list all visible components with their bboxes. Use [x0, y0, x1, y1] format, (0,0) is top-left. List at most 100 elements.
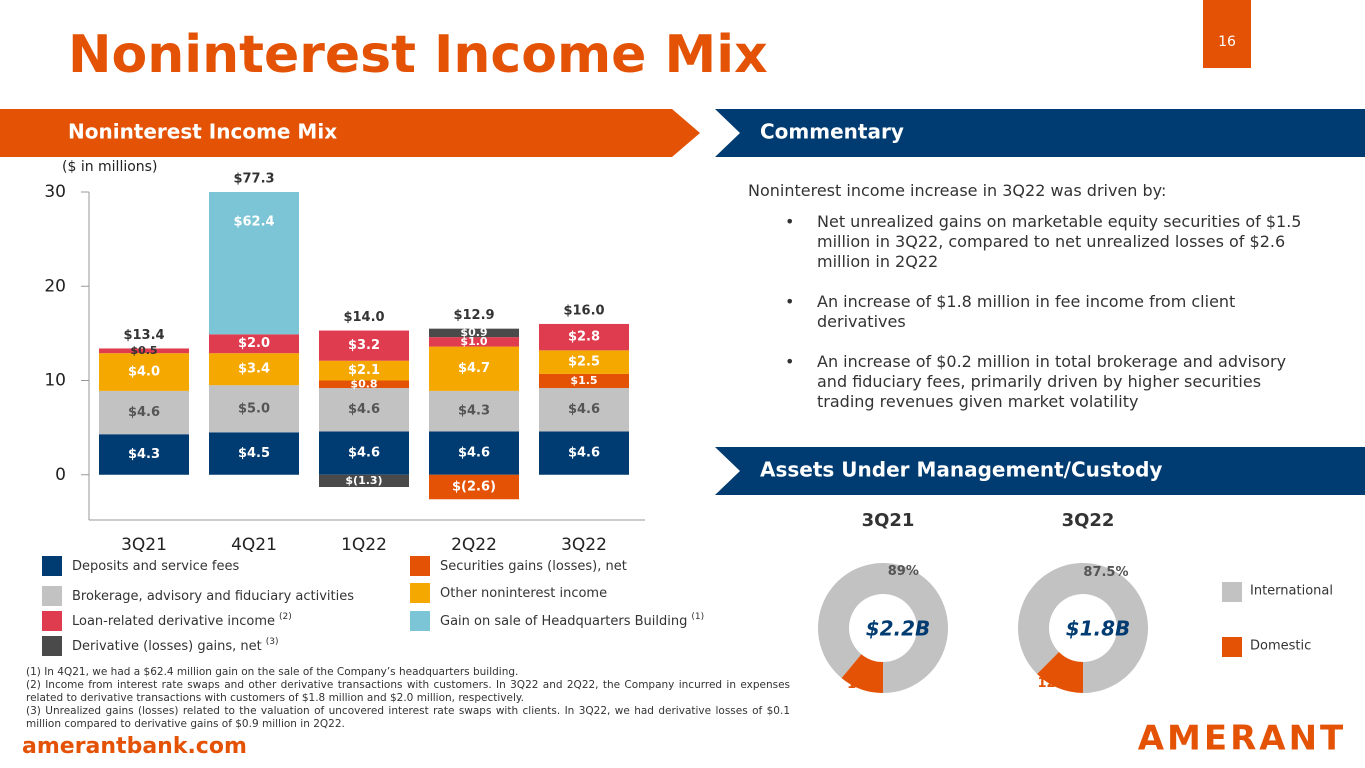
legend-name: Loan-related derivative income: [72, 614, 275, 629]
x-tick-label: 3Q21: [121, 535, 167, 555]
bar-segment: [429, 346, 519, 391]
legend-label: Loan-related derivative income (2): [72, 612, 292, 629]
footnote: (2) Income from interest rate swaps and …: [26, 679, 790, 704]
legend-swatch: [42, 586, 62, 606]
legend-name: Securities gains (losses), net: [440, 559, 627, 574]
bar-value-label: $5.0: [238, 401, 270, 416]
donut-center-label: $2.2B: [866, 617, 931, 641]
slide-title: Noninterest Income Mix: [68, 25, 768, 85]
bar-value-label: $4.6: [128, 405, 160, 420]
bar-segment: [319, 360, 409, 381]
bar-total-label: $77.3: [233, 172, 274, 187]
section-bar: [715, 109, 1365, 157]
bar-value-label: $3.4: [238, 362, 270, 377]
legend-name: Brokerage, advisory and fiduciary activi…: [72, 589, 354, 604]
bar-segment: [429, 474, 519, 500]
bar-segment: [319, 431, 409, 475]
unit-label: ($ in millions): [62, 159, 157, 175]
legend-label: Brokerage, advisory and fiduciary activi…: [72, 589, 354, 604]
bar-segment: [209, 192, 299, 335]
bar-segment: [539, 350, 629, 374]
bar-segment: [209, 385, 299, 433]
section-title: Noninterest Income Mix: [68, 120, 337, 144]
x-tick-label: 2Q22: [451, 535, 497, 555]
legend-swatch: [42, 636, 62, 656]
legend-note: (1): [691, 612, 704, 622]
x-tick-label: 4Q21: [231, 535, 277, 555]
bar-labels: $4.3 $4.6 $4.0 $0.5$13.4 $4.5 $5.0 $3.4 $2.0 $62…: [123, 172, 604, 495]
legend-swatch: [42, 556, 62, 576]
bar-value-label: $4.5: [238, 446, 270, 461]
donut-value-label: 89%: [888, 564, 919, 579]
bar-segment: [539, 388, 629, 432]
section-bar: [715, 447, 1365, 495]
website: amerantbank.com: [22, 734, 247, 759]
bar-value-label: $4.3: [128, 447, 160, 462]
bar-segment: [99, 348, 189, 354]
bar-segment: [209, 432, 299, 475]
donut-slice: [817, 563, 948, 693]
bar-value-label: $4.7: [458, 361, 490, 376]
legend-label: Other noninterest income: [440, 586, 607, 601]
commentary-intro: Noninterest income increase in 3Q22 was …: [748, 181, 1167, 200]
x-tick-label: 3Q22: [561, 535, 607, 555]
bar-value-label: $4.6: [458, 446, 490, 461]
bar-total-label: $13.4: [123, 328, 164, 343]
logo: AMERANT: [1138, 719, 1347, 759]
legend-name: Other noninterest income: [440, 586, 607, 601]
legend-swatch: [42, 611, 62, 631]
legend-label: Deposits and service fees: [72, 559, 239, 574]
bar-total-label: $16.0: [563, 303, 604, 318]
bar-segment: [319, 388, 409, 432]
bar-total-label: $14.0: [343, 310, 384, 325]
bar-value-label: $2.1: [348, 363, 380, 378]
bar-value-label: $2.5: [568, 355, 600, 370]
legend-note: (2): [279, 612, 292, 622]
bar-value-label: $(2.6): [452, 480, 496, 495]
legend-swatch: [1222, 637, 1242, 657]
bar-value-label: $4.6: [568, 446, 600, 461]
legend-swatch: [410, 583, 430, 603]
bar-segment: [539, 373, 629, 389]
bar-value-label: $3.2: [348, 338, 380, 353]
legend-label: International: [1250, 584, 1333, 599]
legend-name: Derivative (losses) gains, net: [72, 639, 262, 654]
bar-value-label: $0.8: [350, 377, 377, 390]
bar-segment: [319, 474, 409, 488]
legend-label: Domestic: [1250, 639, 1311, 654]
bar-segment: [209, 334, 299, 354]
page-number: 16: [1218, 34, 1236, 50]
bar-segment: [429, 337, 519, 347]
legend-swatch: [410, 556, 430, 576]
footnote: (3) Unrealized gains (losses) related to…: [26, 705, 790, 730]
bar-value-label: $62.4: [233, 215, 274, 230]
bar-value-label: $1.5: [570, 374, 597, 387]
y-tick-label: 10: [44, 371, 66, 391]
legend-label: Derivative (losses) gains, net (3): [72, 637, 279, 654]
legend-note: (3): [266, 637, 279, 647]
bar-value-label: $4.6: [348, 446, 380, 461]
y-tick-label: 20: [44, 276, 66, 296]
bar-segment: [209, 353, 299, 386]
commentary-bullet: An increase of $1.8 million in fee incom…: [785, 292, 1315, 332]
bar-segment: [319, 330, 409, 361]
legend-name: Deposits and service fees: [72, 559, 239, 574]
y-tick-label: 0: [55, 465, 66, 485]
bar-value-label: $4.3: [458, 404, 490, 419]
bar-value-label: $4.6: [568, 402, 600, 417]
bar-value-label: $1.0: [460, 335, 487, 348]
donut-slice: [1037, 652, 1083, 693]
bar-segment: [429, 328, 519, 338]
x-tick-label: 1Q22: [341, 535, 387, 555]
section-bar: [0, 109, 700, 157]
donut-value-label: 11%: [847, 677, 878, 692]
bar-value-label: $(1.3): [345, 474, 382, 487]
bars: [99, 192, 629, 500]
bar-segment: [539, 431, 629, 475]
bar-total-label: $12.9: [453, 308, 494, 323]
donut-value-label: 87.5%: [1083, 565, 1128, 580]
page-badge: [1203, 0, 1251, 68]
bar-segment: [429, 431, 519, 475]
bar-value-label: $2.8: [568, 330, 600, 345]
